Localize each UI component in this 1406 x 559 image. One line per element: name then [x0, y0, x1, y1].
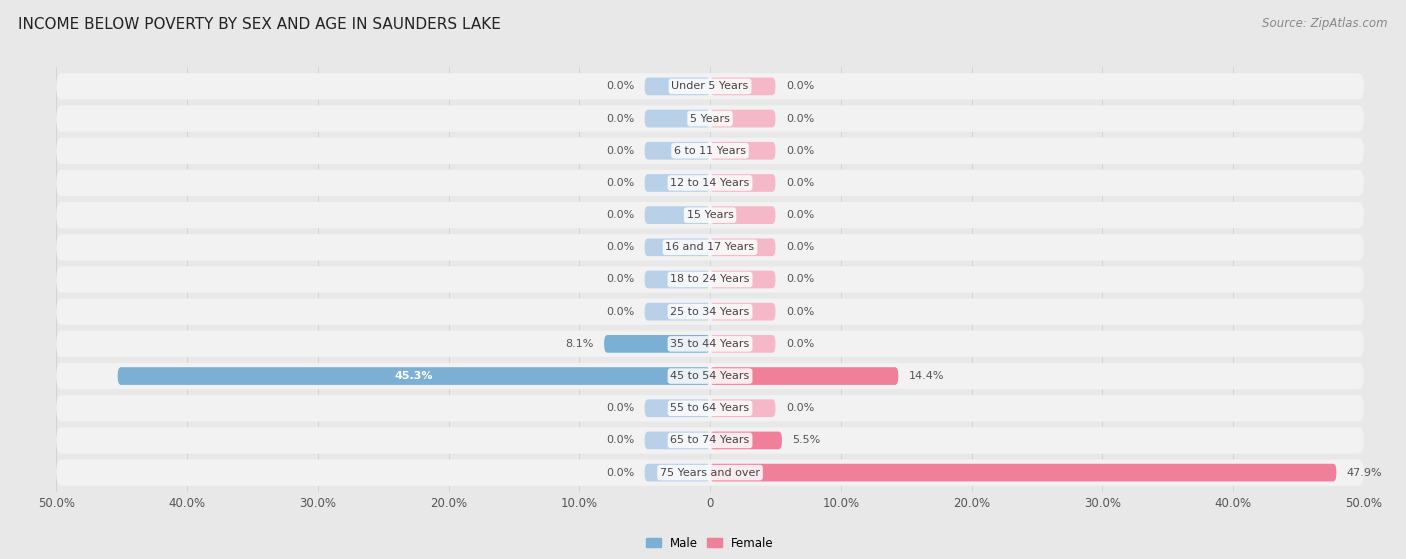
FancyBboxPatch shape	[56, 459, 1364, 486]
FancyBboxPatch shape	[56, 299, 1364, 325]
FancyBboxPatch shape	[710, 367, 898, 385]
FancyBboxPatch shape	[710, 335, 776, 353]
Text: 0.0%: 0.0%	[786, 274, 814, 285]
FancyBboxPatch shape	[56, 106, 1364, 132]
Text: 5 Years: 5 Years	[690, 113, 730, 124]
Text: 0.0%: 0.0%	[786, 242, 814, 252]
FancyBboxPatch shape	[710, 110, 776, 127]
Text: 8.1%: 8.1%	[565, 339, 593, 349]
Text: 0.0%: 0.0%	[606, 178, 634, 188]
Text: 75 Years and over: 75 Years and over	[659, 468, 761, 477]
FancyBboxPatch shape	[644, 206, 710, 224]
FancyBboxPatch shape	[644, 432, 710, 449]
FancyBboxPatch shape	[644, 464, 710, 481]
FancyBboxPatch shape	[56, 266, 1364, 293]
Text: 15 Years: 15 Years	[686, 210, 734, 220]
FancyBboxPatch shape	[644, 239, 710, 256]
Text: 0.0%: 0.0%	[606, 210, 634, 220]
Text: Source: ZipAtlas.com: Source: ZipAtlas.com	[1263, 17, 1388, 30]
Text: 0.0%: 0.0%	[606, 403, 634, 413]
FancyBboxPatch shape	[56, 427, 1364, 453]
Text: 65 to 74 Years: 65 to 74 Years	[671, 435, 749, 446]
Text: 25 to 34 Years: 25 to 34 Years	[671, 307, 749, 317]
FancyBboxPatch shape	[710, 399, 776, 417]
Text: 18 to 24 Years: 18 to 24 Years	[671, 274, 749, 285]
FancyBboxPatch shape	[56, 138, 1364, 164]
Text: 35 to 44 Years: 35 to 44 Years	[671, 339, 749, 349]
Text: 0.0%: 0.0%	[606, 435, 634, 446]
FancyBboxPatch shape	[56, 73, 1364, 100]
Text: 16 and 17 Years: 16 and 17 Years	[665, 242, 755, 252]
Text: 47.9%: 47.9%	[1347, 468, 1382, 477]
Text: 0.0%: 0.0%	[786, 403, 814, 413]
FancyBboxPatch shape	[710, 142, 776, 160]
Text: 0.0%: 0.0%	[786, 178, 814, 188]
Text: 5.5%: 5.5%	[793, 435, 821, 446]
FancyBboxPatch shape	[644, 142, 710, 160]
FancyBboxPatch shape	[644, 110, 710, 127]
FancyBboxPatch shape	[56, 395, 1364, 421]
FancyBboxPatch shape	[605, 335, 710, 353]
Text: 45 to 54 Years: 45 to 54 Years	[671, 371, 749, 381]
Text: 0.0%: 0.0%	[606, 242, 634, 252]
FancyBboxPatch shape	[710, 206, 776, 224]
FancyBboxPatch shape	[56, 170, 1364, 196]
Text: 0.0%: 0.0%	[786, 210, 814, 220]
FancyBboxPatch shape	[644, 78, 710, 95]
FancyBboxPatch shape	[710, 239, 776, 256]
Text: 0.0%: 0.0%	[606, 113, 634, 124]
Text: 0.0%: 0.0%	[786, 339, 814, 349]
FancyBboxPatch shape	[644, 303, 710, 320]
FancyBboxPatch shape	[710, 464, 1336, 481]
FancyBboxPatch shape	[710, 78, 776, 95]
FancyBboxPatch shape	[118, 367, 710, 385]
Text: 0.0%: 0.0%	[786, 307, 814, 317]
Text: 0.0%: 0.0%	[606, 146, 634, 156]
Text: 0.0%: 0.0%	[606, 274, 634, 285]
Text: INCOME BELOW POVERTY BY SEX AND AGE IN SAUNDERS LAKE: INCOME BELOW POVERTY BY SEX AND AGE IN S…	[18, 17, 501, 32]
Text: 0.0%: 0.0%	[786, 113, 814, 124]
Text: Under 5 Years: Under 5 Years	[672, 82, 748, 91]
FancyBboxPatch shape	[710, 432, 782, 449]
Text: 12 to 14 Years: 12 to 14 Years	[671, 178, 749, 188]
FancyBboxPatch shape	[56, 331, 1364, 357]
Text: 0.0%: 0.0%	[606, 82, 634, 91]
Text: 0.0%: 0.0%	[786, 146, 814, 156]
Text: 6 to 11 Years: 6 to 11 Years	[673, 146, 747, 156]
Text: 45.3%: 45.3%	[395, 371, 433, 381]
FancyBboxPatch shape	[710, 271, 776, 288]
Text: 0.0%: 0.0%	[606, 468, 634, 477]
FancyBboxPatch shape	[644, 271, 710, 288]
FancyBboxPatch shape	[710, 303, 776, 320]
Legend: Male, Female: Male, Female	[641, 532, 779, 555]
FancyBboxPatch shape	[710, 174, 776, 192]
FancyBboxPatch shape	[56, 202, 1364, 228]
Text: 0.0%: 0.0%	[606, 307, 634, 317]
FancyBboxPatch shape	[644, 399, 710, 417]
FancyBboxPatch shape	[56, 234, 1364, 260]
Text: 0.0%: 0.0%	[786, 82, 814, 91]
FancyBboxPatch shape	[56, 363, 1364, 389]
FancyBboxPatch shape	[644, 174, 710, 192]
Text: 55 to 64 Years: 55 to 64 Years	[671, 403, 749, 413]
Text: 14.4%: 14.4%	[908, 371, 945, 381]
